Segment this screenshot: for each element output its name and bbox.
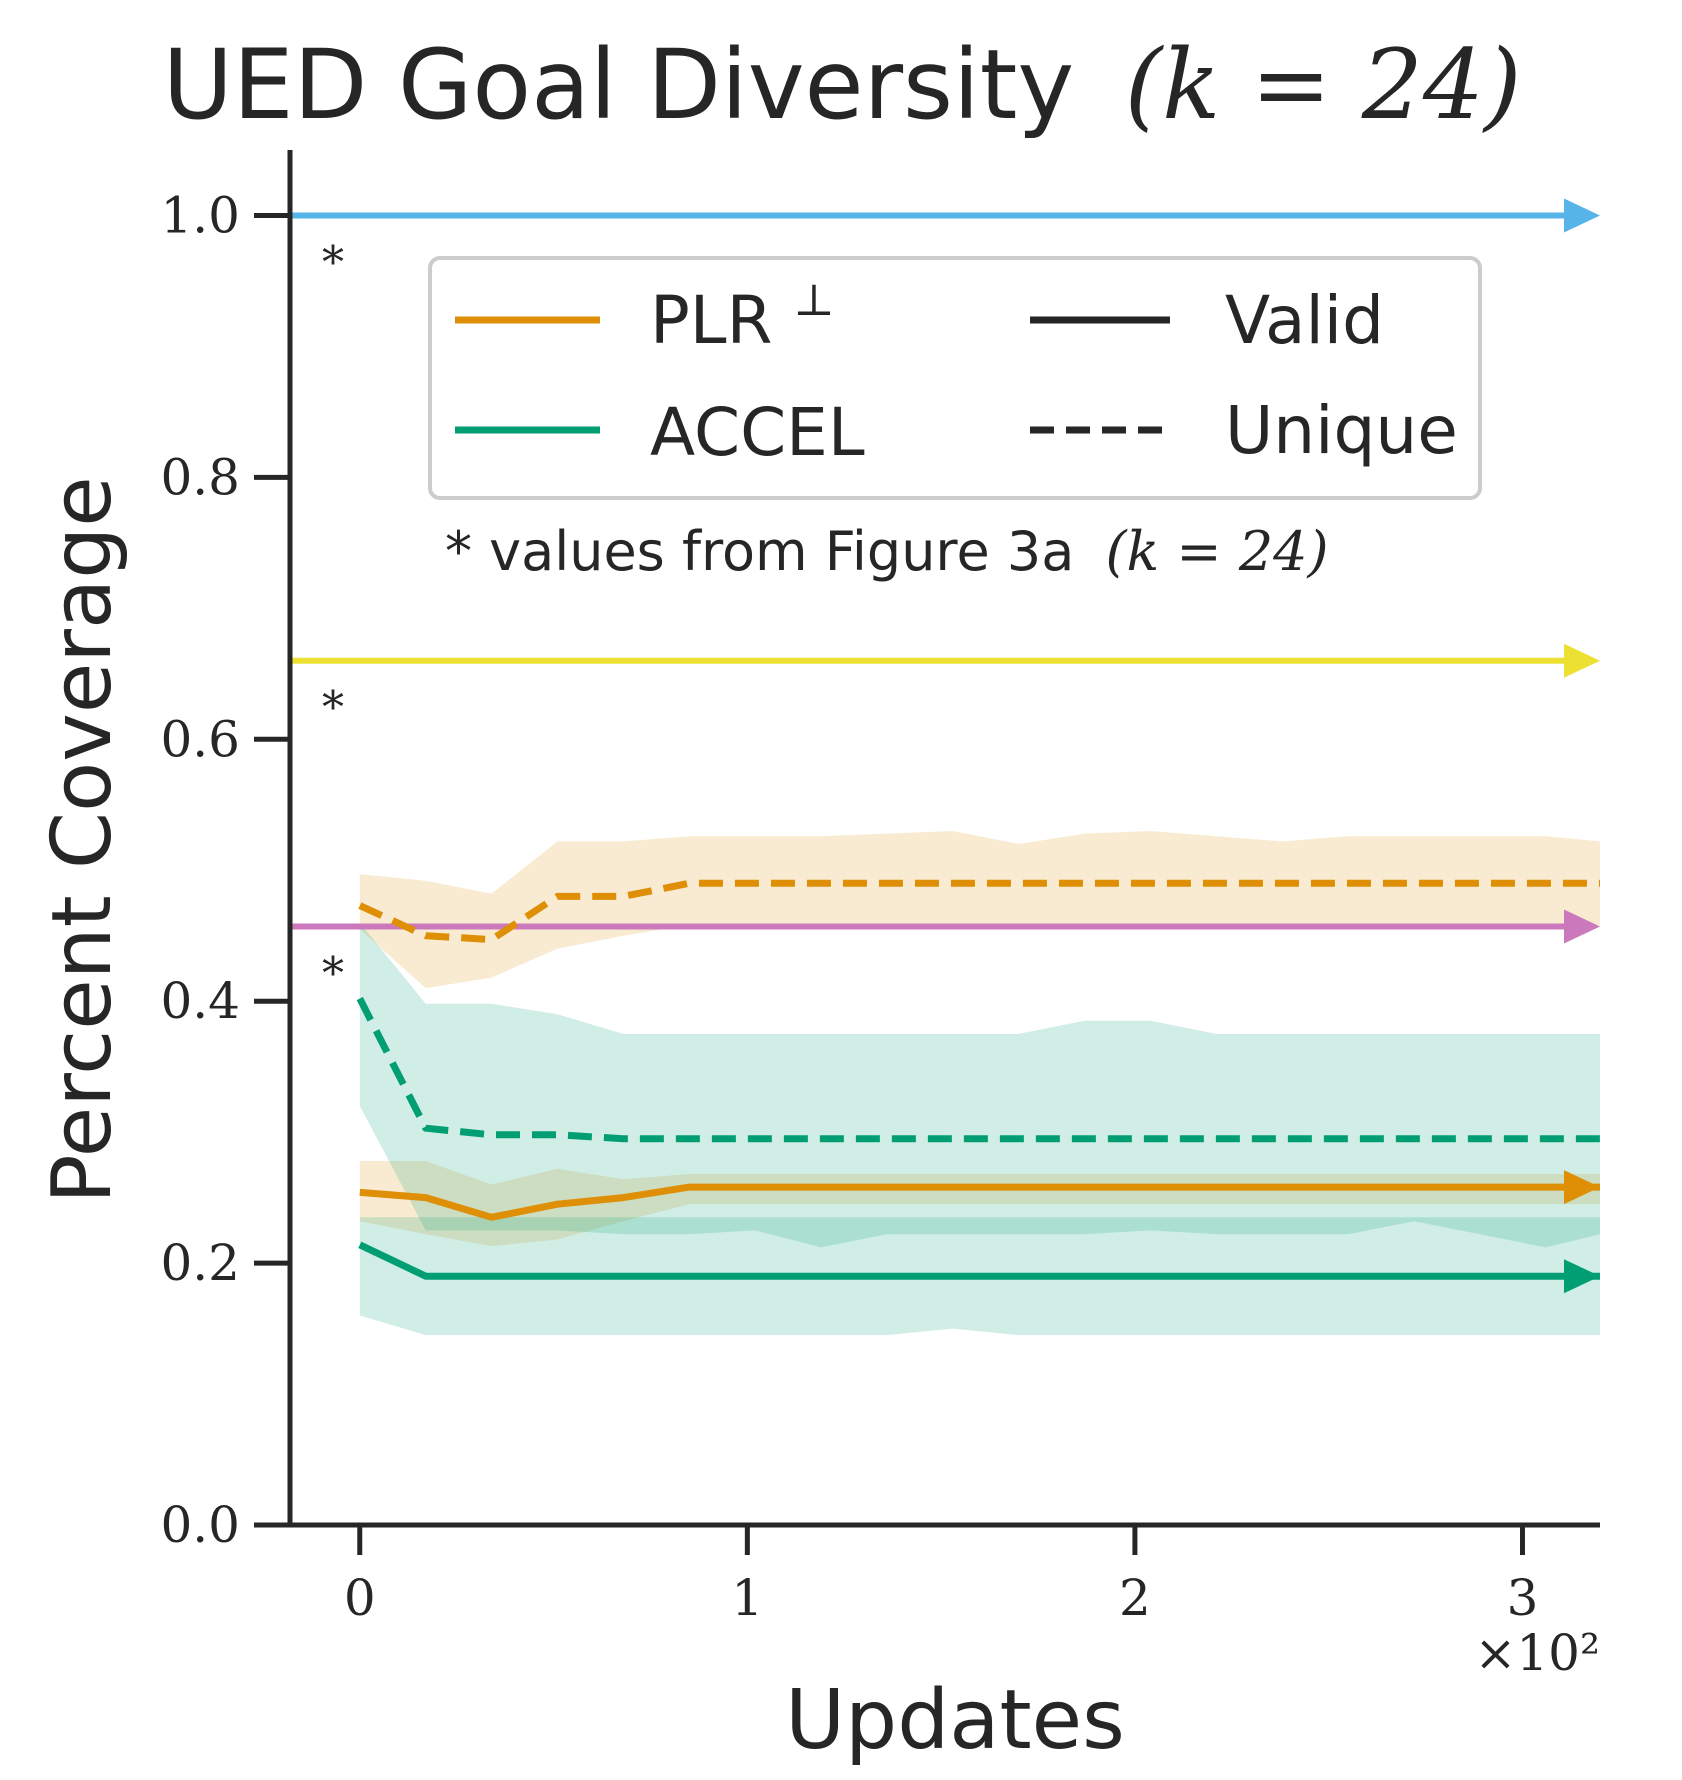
x-tick-label-0: 0 [344,1569,376,1627]
y-tick-label-3: 0.6 [160,710,240,768]
y-tick-label-2: 0.4 [160,972,240,1030]
legend-label-valid: Valid [1225,282,1384,359]
tick-labels: 0.0 0.2 0.4 0.6 0.8 1.0 0 1 2 3 [160,186,1538,1627]
band-accel-unique [359,922,1600,1248]
footnote-text: * values from Figure 3a [445,520,1074,583]
y-tick-label-1: 0.2 [160,1234,240,1292]
chart-title: UED Goal Diversity (k = 24) [163,29,1522,141]
reference-arrowhead-0 [1564,198,1600,233]
band-plr-unique [359,831,1600,989]
legend-label-accel: ACCEL [650,394,865,471]
reference-lines: * * * [290,198,1600,1000]
x-axis-label: Updates [785,1673,1125,1768]
reference-arrowhead-2 [1564,909,1600,944]
legend-label-plr: PLR ⊥ [650,275,835,359]
line-plr-unique [358,879,1600,944]
reference-star-0: * [322,237,344,288]
line-accel-unique [356,997,1600,1143]
legend-label-unique: Unique [1225,392,1458,469]
x-tick-label-2: 2 [1119,1569,1151,1627]
axes [254,150,1600,1555]
y-tick-label-0: 0.0 [160,1496,240,1554]
line-accel-valid [358,1241,1600,1280]
footnote-math: (k = 24) [1105,520,1328,583]
legend: PLR ⊥ ACCEL Valid Unique [428,256,1482,500]
x-tick-label-1: 1 [731,1569,763,1627]
reference-star-1: * [322,683,344,734]
band-plr-valid [359,1161,1600,1247]
legend-label-plr-sup: ⊥ [793,275,834,326]
reference-star-2: * [322,949,344,1000]
legend-frame [428,256,1482,500]
series-lines [356,879,1600,1294]
chart-title-math: (k = 24) [1125,29,1522,141]
y-tick-label-4: 0.8 [160,448,240,506]
y-axis-label: Percent Coverage [35,476,130,1203]
line-plr-valid [359,1183,1600,1221]
line-accel-valid-arrowhead [1564,1259,1600,1294]
footnote: * values from Figure 3a (k = 24) [445,520,1329,583]
legend-label-plr-text: PLR [650,282,772,359]
reference-arrowhead-1 [1564,643,1600,678]
line-plr-valid-arrowhead [1564,1170,1600,1205]
x-tick-label-3: 3 [1507,1569,1539,1627]
chart-title-main: UED Goal Diversity [163,29,1075,141]
y-tick-label-5: 1.0 [160,186,240,244]
x-multiplier-label: ×10² [1474,1624,1600,1682]
